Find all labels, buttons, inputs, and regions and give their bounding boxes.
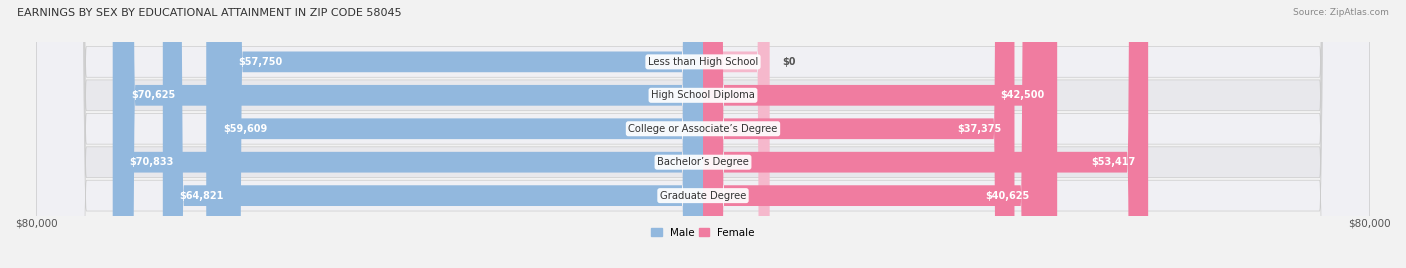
Text: College or Associate’s Degree: College or Associate’s Degree <box>628 124 778 134</box>
FancyBboxPatch shape <box>703 0 769 268</box>
Text: $40,625: $40,625 <box>984 191 1029 201</box>
FancyBboxPatch shape <box>703 0 1042 268</box>
FancyBboxPatch shape <box>207 0 703 268</box>
FancyBboxPatch shape <box>703 0 1015 268</box>
FancyBboxPatch shape <box>37 0 1369 268</box>
FancyBboxPatch shape <box>112 0 703 268</box>
FancyBboxPatch shape <box>37 0 1369 268</box>
Text: $37,375: $37,375 <box>957 124 1002 134</box>
FancyBboxPatch shape <box>114 0 703 268</box>
Text: Source: ZipAtlas.com: Source: ZipAtlas.com <box>1294 8 1389 17</box>
FancyBboxPatch shape <box>163 0 703 268</box>
FancyBboxPatch shape <box>37 0 1369 268</box>
FancyBboxPatch shape <box>37 0 1369 268</box>
Text: $42,500: $42,500 <box>1001 90 1045 100</box>
Text: Less than High School: Less than High School <box>648 57 758 67</box>
Text: $0: $0 <box>782 57 796 67</box>
Text: EARNINGS BY SEX BY EDUCATIONAL ATTAINMENT IN ZIP CODE 58045: EARNINGS BY SEX BY EDUCATIONAL ATTAINMEN… <box>17 8 402 18</box>
FancyBboxPatch shape <box>703 0 1149 268</box>
Text: $59,609: $59,609 <box>224 124 267 134</box>
Text: High School Diploma: High School Diploma <box>651 90 755 100</box>
Text: $57,750: $57,750 <box>239 57 283 67</box>
Text: $70,833: $70,833 <box>129 157 174 167</box>
FancyBboxPatch shape <box>37 0 1369 268</box>
Text: $53,417: $53,417 <box>1091 157 1136 167</box>
FancyBboxPatch shape <box>222 0 703 268</box>
Text: $64,821: $64,821 <box>180 191 224 201</box>
Legend: Male, Female: Male, Female <box>647 224 759 242</box>
FancyBboxPatch shape <box>703 0 1057 268</box>
Text: Graduate Degree: Graduate Degree <box>659 191 747 201</box>
Text: $70,625: $70,625 <box>131 90 176 100</box>
Text: Bachelor’s Degree: Bachelor’s Degree <box>657 157 749 167</box>
